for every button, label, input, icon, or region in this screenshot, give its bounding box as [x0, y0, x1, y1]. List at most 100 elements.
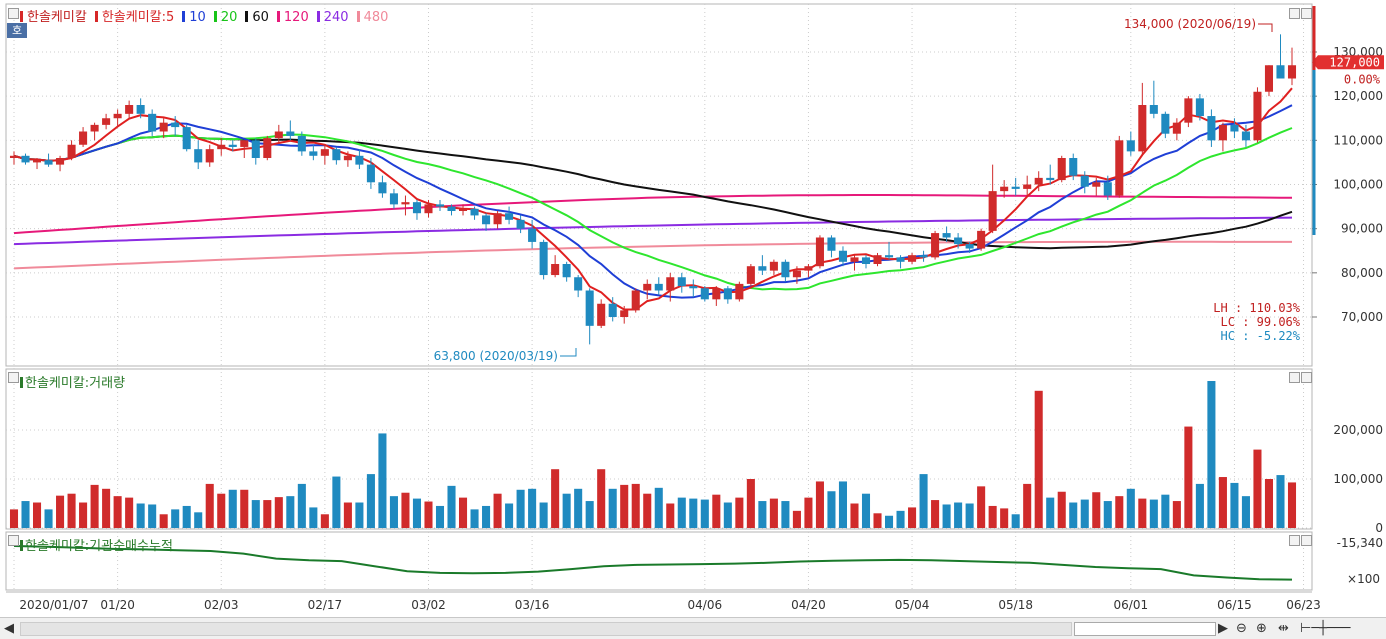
volume-bar	[505, 503, 514, 528]
volume-bar	[919, 474, 928, 528]
volume-tick-label: 0	[1375, 521, 1383, 535]
candle	[148, 113, 157, 132]
x-tick-label: 04/06	[688, 598, 723, 612]
volume-bar	[102, 488, 111, 528]
candle	[735, 283, 744, 300]
panel-minimize-icon[interactable]	[1289, 372, 1300, 383]
volume-bar	[297, 483, 306, 528]
volume-bar	[896, 510, 905, 528]
panel-maximize-icon[interactable]	[1301, 8, 1312, 19]
candle	[44, 160, 53, 165]
candle	[551, 264, 560, 276]
candle	[1253, 91, 1262, 141]
candle	[931, 233, 940, 258]
candle	[884, 255, 894, 258]
legend-item[interactable]: 20	[213, 10, 242, 25]
candle	[366, 164, 375, 183]
candle	[217, 144, 226, 150]
candle	[861, 257, 871, 264]
candle	[482, 215, 491, 225]
volume-bar	[654, 487, 663, 528]
candle	[194, 149, 203, 163]
volume-bar	[424, 501, 433, 528]
legend-item[interactable]: 240	[316, 10, 353, 25]
candle	[79, 131, 88, 145]
candle	[228, 144, 237, 147]
scroll-left-icon[interactable]: ◀	[4, 621, 14, 636]
volume-bar	[332, 476, 341, 528]
volume-bar	[689, 498, 698, 528]
volume-tick-label: 100,000	[1333, 472, 1383, 486]
volume-bar	[263, 500, 272, 528]
legend-item[interactable]: 120	[276, 10, 313, 25]
compress-icon[interactable]: ⇹	[1278, 621, 1289, 636]
legend-item[interactable]: 10	[182, 10, 210, 25]
x-tick-label: 04/20	[791, 598, 826, 612]
volume-bar	[1023, 483, 1032, 528]
volume-bar	[56, 495, 65, 528]
volume-bar	[1092, 492, 1101, 528]
zoom-in-icon[interactable]: ⊕	[1256, 621, 1267, 636]
volume-bar	[1046, 497, 1055, 528]
scroll-right-icon[interactable]: ▶	[1218, 621, 1228, 636]
volume-bar	[171, 509, 180, 528]
candle	[838, 250, 848, 262]
candle	[965, 244, 974, 249]
candle	[458, 208, 468, 211]
candle	[263, 138, 272, 158]
candle	[1069, 158, 1078, 176]
volume-bar	[1195, 483, 1204, 528]
legend-item[interactable]: 한솔케미칼	[20, 10, 91, 25]
ma5-line	[13, 87, 1293, 311]
volume-bar	[977, 486, 986, 528]
candle	[1092, 182, 1101, 187]
volume-bar	[240, 489, 249, 528]
volume-bar	[1103, 501, 1112, 528]
volume-bar	[643, 493, 652, 528]
scrollbar-thumb[interactable]	[1074, 622, 1216, 636]
volume-bar	[447, 485, 456, 528]
candle	[182, 127, 191, 150]
candle	[1276, 65, 1285, 79]
volume-bar	[884, 515, 894, 528]
candle	[1126, 140, 1135, 152]
candle	[758, 266, 767, 271]
candle	[574, 277, 583, 291]
legend-item[interactable]: 480	[356, 10, 393, 25]
panel-minimize-icon[interactable]	[1289, 8, 1300, 19]
volume-tick-label: 200,000	[1333, 423, 1383, 437]
candle	[274, 131, 283, 139]
legend-item[interactable]: 한솔케미칼:5	[94, 10, 178, 25]
panel-menu-icon[interactable]	[8, 8, 19, 19]
volume-bar	[769, 498, 778, 528]
candle	[539, 241, 548, 276]
candle	[954, 237, 963, 245]
slider-icon[interactable]: ⊢─┼───	[1300, 621, 1351, 636]
zoom-out-icon[interactable]: ⊖	[1236, 621, 1247, 636]
candle	[286, 131, 295, 136]
legend-item[interactable]: 60	[245, 10, 273, 25]
chart-badge[interactable]: 호	[7, 23, 27, 38]
panel-maximize-icon[interactable]	[1301, 535, 1312, 546]
flow-unit-label: ×100	[1347, 572, 1380, 586]
volume-bar	[597, 469, 606, 528]
candle	[896, 257, 905, 262]
volume-bar	[136, 503, 145, 528]
volume-bar	[21, 501, 30, 528]
panel-menu-icon[interactable]	[8, 535, 19, 546]
volume-bar	[1184, 426, 1193, 528]
x-tick-label: 06/23	[1286, 598, 1321, 612]
panel-minimize-icon[interactable]	[1289, 535, 1300, 546]
horizontal-scrollbar[interactable]	[20, 622, 1072, 636]
volume-bar	[1218, 477, 1227, 528]
volume-bar	[1126, 488, 1135, 528]
candle	[9, 155, 19, 158]
candle	[401, 202, 410, 205]
volume-bar	[988, 505, 997, 528]
volume-bar	[677, 497, 686, 528]
volume-bar	[608, 488, 617, 528]
candle	[205, 149, 214, 163]
panel-menu-icon[interactable]	[8, 372, 19, 383]
panel-maximize-icon[interactable]	[1301, 372, 1312, 383]
